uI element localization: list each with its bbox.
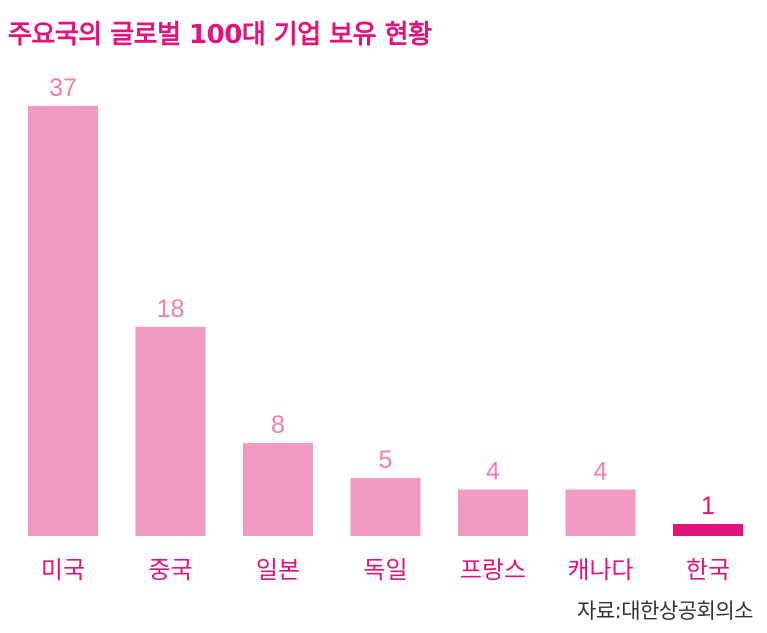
- bar-4: [458, 489, 528, 536]
- chart-title: 주요국의 글로벌 100대 기업 보유 현황: [8, 20, 432, 50]
- value-label-5: 4: [594, 458, 608, 486]
- category-label-2: 일본: [256, 556, 300, 584]
- value-label-4: 4: [486, 458, 500, 486]
- source-note: 자료:대한상공회의소: [577, 599, 753, 623]
- bar-5: [565, 489, 636, 536]
- value-labels: 37 18 8 5 4 4 1: [49, 74, 715, 520]
- category-label-1: 중국: [148, 556, 192, 584]
- category-labels: 미국 중국 일본 독일 프랑스 캐나다 한국: [41, 556, 730, 584]
- value-label-6: 1: [701, 492, 715, 520]
- category-label-4: 프랑스: [460, 556, 526, 584]
- value-label-0: 37: [49, 74, 77, 102]
- category-label-6: 한국: [686, 556, 730, 584]
- category-label-5: 캐나다: [567, 556, 633, 584]
- bars: [28, 106, 743, 536]
- bar-0: [28, 106, 98, 536]
- category-label-0: 미국: [41, 556, 85, 584]
- bar-1: [135, 326, 206, 536]
- value-label-1: 18: [157, 295, 185, 323]
- bar-6: [673, 524, 743, 536]
- category-label-3: 독일: [363, 556, 407, 584]
- value-label-3: 5: [379, 446, 393, 474]
- bar-3: [350, 477, 421, 536]
- value-label-2: 8: [271, 411, 285, 439]
- bar-2: [243, 443, 313, 536]
